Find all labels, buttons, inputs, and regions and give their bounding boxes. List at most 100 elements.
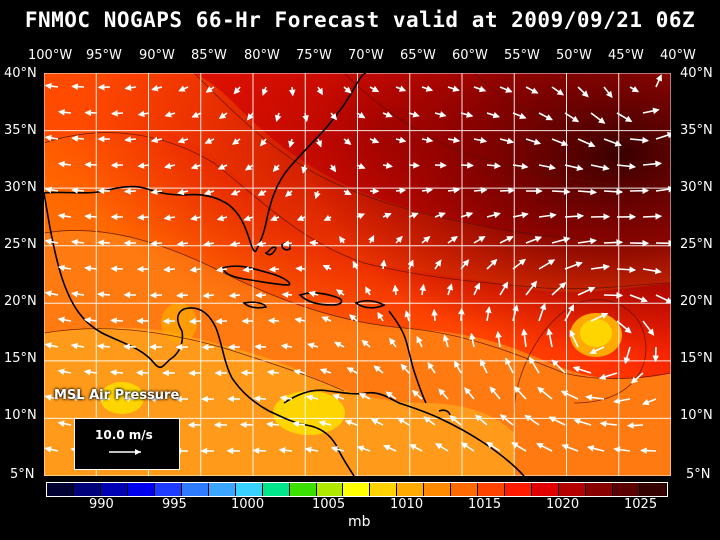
coastline (44, 73, 525, 476)
colorbar-swatch (586, 483, 614, 496)
wind-vector-head (423, 416, 431, 424)
wind-vector-head (176, 240, 184, 247)
wind-vector-head (511, 442, 519, 449)
wind-vector-head (356, 445, 365, 452)
wind-vector-head (352, 260, 359, 269)
wind-vector-head (652, 355, 660, 363)
wind-vector-head (549, 212, 557, 219)
wind-vector-head (279, 394, 287, 402)
wind-vector-head (268, 265, 276, 273)
wind-vector-head (124, 136, 132, 143)
colorbar-unit: mb (348, 514, 371, 530)
wind-vector-head (631, 86, 640, 93)
wind-vector-head (164, 162, 172, 170)
wind-vector-head (589, 347, 597, 354)
wind-vector-head (84, 109, 92, 117)
wind-vector-head (137, 110, 145, 118)
wind-vector-head (71, 187, 79, 194)
wind-vector-head (534, 236, 543, 243)
wind-vector-head (96, 343, 104, 350)
wind-vector-head (244, 164, 253, 171)
wind-vector-head (655, 74, 662, 82)
wind-vector-head (150, 188, 158, 195)
wind-vector-head (398, 85, 407, 92)
wind-vector-head (602, 164, 610, 171)
wind-vector-head (344, 419, 353, 426)
wind-vector-head (548, 416, 557, 423)
wind-vector-head (123, 239, 131, 247)
wind-vector-head (490, 258, 498, 266)
wind-vector-head (383, 444, 391, 451)
wind-vector-head (281, 291, 289, 299)
lat-label-right: 5°N (686, 467, 711, 482)
wind-vector-head (537, 386, 545, 394)
wind-vector-head (44, 290, 52, 297)
wind-vector-head (230, 189, 239, 196)
wind-vector-head (257, 189, 265, 196)
colorbar-swatch (235, 483, 263, 496)
wind-vector-head (449, 415, 457, 423)
wind-vector-head (213, 421, 221, 429)
wind-vector-head (57, 212, 65, 220)
wind-vector-head (548, 163, 556, 171)
wind-vector-head (267, 369, 274, 376)
wind-vector-head (301, 166, 308, 174)
wind-vector-head (372, 187, 380, 195)
wind-vector-head (330, 113, 338, 121)
wind-vector-head (368, 234, 375, 243)
wind-vector-head (189, 317, 196, 325)
wind-vector-head (524, 414, 532, 422)
wind-vector-head (240, 369, 248, 377)
wind-vector-head (241, 317, 249, 325)
colorbar-swatch (397, 483, 425, 496)
wind-vector-head (438, 212, 446, 219)
wind-vector-head (654, 267, 662, 275)
wind-vector-head (70, 342, 78, 350)
wind-vector-head (148, 395, 156, 403)
wind-vector-head (536, 443, 544, 450)
wind-vector-head (308, 290, 316, 298)
wind-vector-head (546, 328, 553, 336)
wind-vector-head (404, 310, 411, 318)
wind-vector-head (590, 188, 598, 196)
wind-vector-head (344, 86, 352, 94)
lon-label-top: 100°W (28, 48, 73, 63)
wind-vector-head (357, 213, 365, 220)
wind-vector-head (614, 140, 622, 147)
wind-vector-head (84, 161, 92, 168)
wind-vector-head (44, 238, 52, 246)
wind-vector-head (316, 87, 323, 96)
wind-vector-head (190, 163, 199, 170)
wind-vector-head (57, 109, 65, 116)
lat-label-left: 10°N (4, 408, 37, 423)
wind-vector-head (460, 442, 469, 449)
wind-vector-head (162, 317, 170, 325)
wind-vector-head (201, 343, 209, 351)
wind-vector-head (581, 90, 589, 98)
colorbar-swatch (208, 483, 236, 496)
low-pressure-core (580, 319, 612, 347)
wind-vector-head (229, 240, 237, 248)
lon-label-top: 60°W (452, 48, 488, 63)
wind-vector-head (599, 420, 607, 428)
wind-vector-head (465, 211, 474, 219)
wind-vector-head (589, 237, 597, 245)
wind-vector-head (282, 240, 290, 247)
wind-vector-head (385, 162, 393, 169)
wind-vector-head (452, 85, 460, 92)
wind-vector-head (426, 136, 434, 144)
wind-vector-head (371, 137, 380, 144)
wind-vectors (44, 74, 671, 455)
wind-vector-head (560, 139, 569, 147)
colorbar-swatch (559, 483, 587, 496)
colorbar-swatch (613, 483, 640, 496)
wind-vector-head (361, 339, 369, 347)
wind-vector-head (203, 240, 211, 248)
lat-label-right: 40°N (680, 66, 713, 81)
wind-vector-head (384, 212, 392, 219)
colorbar-swatch (100, 483, 128, 496)
wind-vector-head (559, 282, 567, 290)
wind-vector-head (202, 292, 210, 299)
wind-vector-head (536, 187, 543, 195)
colorbar-tick-label: 1020 (546, 497, 580, 512)
